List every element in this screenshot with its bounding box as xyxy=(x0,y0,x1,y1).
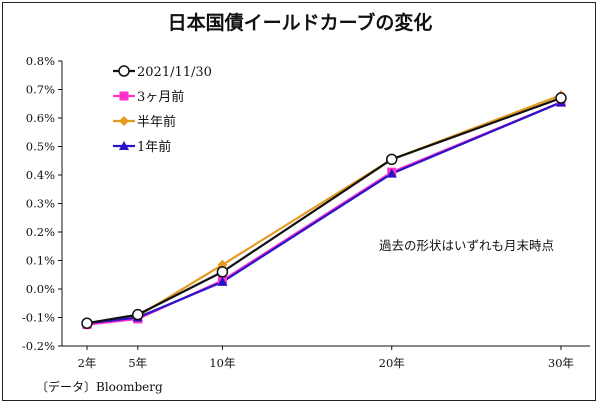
data-point xyxy=(385,153,398,166)
series-line xyxy=(86,101,562,325)
x-tick-label: 30年 xyxy=(548,356,574,370)
x-tick-label: 5年 xyxy=(128,356,147,370)
legend-marker xyxy=(119,141,129,150)
y-tick-label: 0.3% xyxy=(26,197,55,211)
axes xyxy=(58,60,590,350)
y-tick-label: 0.1% xyxy=(26,254,55,268)
data-point xyxy=(216,266,229,278)
y-tick-label: -0.1% xyxy=(22,311,55,325)
y-tick-label: 0.5% xyxy=(26,140,55,154)
legend-marker xyxy=(119,116,129,126)
chart-title: 日本国債イールドカーブの変化 xyxy=(167,12,433,34)
data-point xyxy=(555,92,567,104)
legend-marker xyxy=(118,65,130,77)
tick-labels: -0.2% -0.1% 0.0% 0.1% 0.2% 0.3% 0.4% 0.5% 0.6% 0.… xyxy=(22,54,574,370)
x-tick-label: 10年 xyxy=(209,356,235,370)
data-point xyxy=(81,317,93,329)
y-tick-label: 0.2% xyxy=(26,225,55,239)
legend-label: 2021/11/30 xyxy=(137,65,212,80)
legend-label: 3ヶ月前 xyxy=(137,89,184,105)
chart-annotation: 過去の形状はいずれも月末時点 xyxy=(379,238,554,253)
y-tick-label: -0.2% xyxy=(22,339,55,353)
legend-label: 1年前 xyxy=(137,139,171,155)
x-tick-label: 20年 xyxy=(379,356,405,370)
y-tick-label: 0.0% xyxy=(26,282,55,296)
legend-marker xyxy=(119,91,129,101)
y-tick-label: 0.7% xyxy=(26,83,55,97)
y-tick-label: 0.8% xyxy=(26,54,55,68)
series-line xyxy=(86,101,562,326)
data-source: 〔データ〕Bloomberg xyxy=(36,380,163,394)
data-point xyxy=(217,276,228,286)
chart-frame xyxy=(2,2,596,401)
data-point xyxy=(386,168,397,178)
series-markers xyxy=(81,90,567,330)
y-tick-label: 0.4% xyxy=(26,168,55,182)
legend-label: 半年前 xyxy=(137,114,176,130)
data-point xyxy=(132,308,144,321)
x-tick-label: 2年 xyxy=(78,356,97,370)
y-tick-label: 0.6% xyxy=(26,111,55,125)
